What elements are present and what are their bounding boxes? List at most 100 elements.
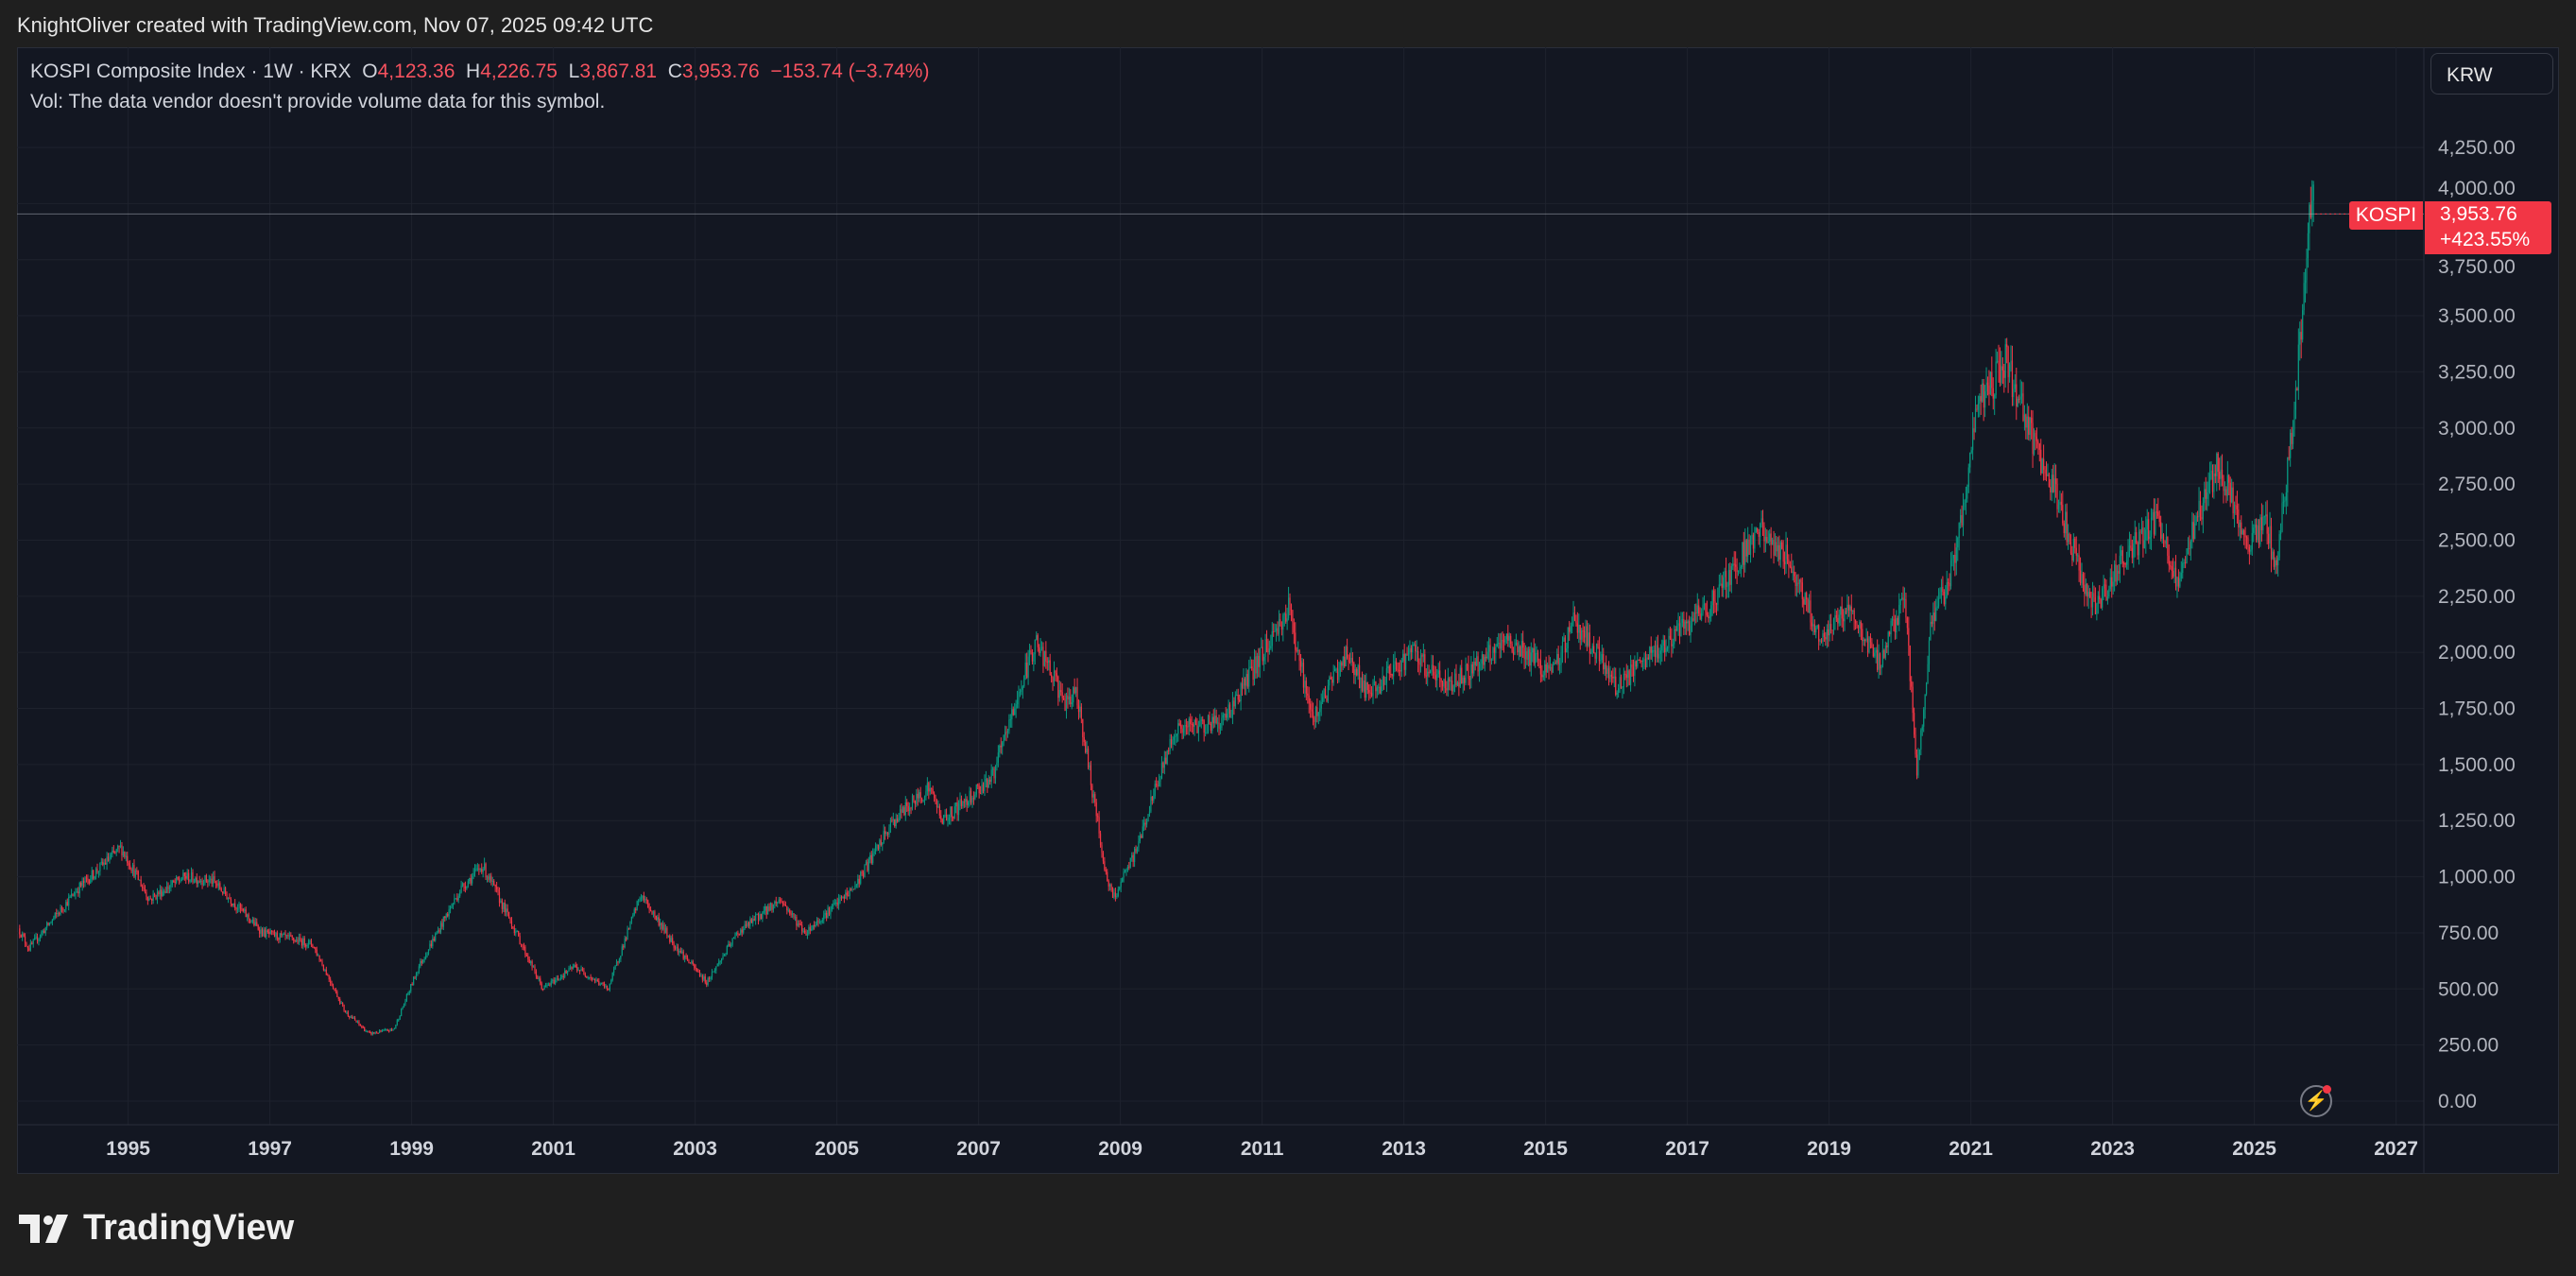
candle xyxy=(1637,660,1639,667)
candle xyxy=(1886,646,1888,647)
candle xyxy=(902,807,904,813)
candle xyxy=(1603,654,1605,670)
candle xyxy=(1992,388,1994,399)
candle xyxy=(1726,586,1728,588)
candle xyxy=(1630,664,1632,685)
candle xyxy=(914,801,916,804)
candle xyxy=(1837,617,1839,624)
candle xyxy=(686,957,689,961)
candle xyxy=(54,912,56,918)
candle xyxy=(1360,678,1362,689)
candle xyxy=(732,938,735,940)
candle xyxy=(2043,458,2045,470)
candle xyxy=(783,904,785,905)
candle xyxy=(305,944,307,947)
candle xyxy=(386,1029,388,1031)
candle xyxy=(1006,731,1009,733)
candle xyxy=(2134,532,2136,544)
candle xyxy=(1068,697,1070,699)
candle xyxy=(51,919,54,923)
candle xyxy=(159,889,161,895)
candle xyxy=(1967,467,1969,488)
candle xyxy=(1125,870,1127,871)
candle xyxy=(1936,606,1938,609)
candle xyxy=(484,863,486,870)
lightning-icon[interactable]: ⚡ xyxy=(2300,1085,2332,1117)
candle xyxy=(1052,677,1054,682)
candle xyxy=(720,958,723,961)
candle xyxy=(1283,613,1285,615)
candle xyxy=(1196,724,1198,733)
candle xyxy=(512,926,514,929)
candle xyxy=(1918,749,1920,755)
candle xyxy=(1698,605,1700,614)
y-tick-label: 1,000.00 xyxy=(2438,867,2516,888)
candle xyxy=(335,990,337,991)
candle xyxy=(1949,582,1950,587)
candle xyxy=(921,798,923,802)
candle xyxy=(784,904,786,906)
candle xyxy=(1369,692,1371,694)
candle xyxy=(324,970,326,972)
candle xyxy=(827,907,829,918)
candle xyxy=(2190,541,2191,549)
candle xyxy=(1428,671,1430,674)
candle xyxy=(569,967,572,969)
candle xyxy=(1948,582,1949,584)
candle xyxy=(1533,647,1535,664)
candle xyxy=(1089,765,1091,768)
candle xyxy=(392,1029,394,1031)
candle xyxy=(1893,618,1895,620)
candle xyxy=(590,976,592,979)
candle xyxy=(1264,639,1266,657)
candle xyxy=(707,977,709,985)
candle xyxy=(2187,547,2190,549)
candle xyxy=(854,886,856,889)
candle xyxy=(803,931,806,933)
candle xyxy=(2253,527,2255,533)
candle xyxy=(456,898,458,901)
symbol-title[interactable]: KOSPI Composite Index · 1W · KRX xyxy=(30,60,352,82)
candle xyxy=(106,856,108,865)
candle xyxy=(2236,505,2239,509)
candle xyxy=(1319,708,1321,713)
candle xyxy=(425,956,427,959)
candle xyxy=(1157,785,1159,786)
candle xyxy=(689,962,692,964)
candle xyxy=(674,947,677,949)
candle xyxy=(1105,870,1107,872)
open-label: O xyxy=(362,60,378,82)
candle xyxy=(2099,595,2101,600)
candle xyxy=(903,807,905,816)
candle xyxy=(2123,562,2125,564)
candle xyxy=(2019,396,2021,400)
candle xyxy=(182,872,184,880)
candle xyxy=(63,909,65,911)
candle xyxy=(916,793,918,804)
candle xyxy=(165,886,168,893)
candle xyxy=(1914,713,1915,735)
candle xyxy=(537,975,539,979)
candle xyxy=(125,855,127,857)
candle xyxy=(1671,638,1673,647)
candle xyxy=(2128,545,2131,551)
candle xyxy=(1348,662,1351,664)
price-chart[interactable]: 0.00250.00500.00750.001,000.001,250.001,… xyxy=(17,47,2559,1174)
candle xyxy=(1064,698,1066,712)
candle xyxy=(297,939,299,943)
candle xyxy=(1027,656,1029,678)
candle xyxy=(2091,593,2094,608)
currency-button[interactable]: KRW xyxy=(2430,53,2553,95)
candle xyxy=(2031,417,2033,423)
x-tick-label: 2003 xyxy=(673,1138,717,1160)
x-tick-label: 2017 xyxy=(1665,1138,1709,1160)
candle xyxy=(259,929,261,934)
candle xyxy=(31,942,33,944)
candle xyxy=(658,917,660,926)
candle xyxy=(1883,649,1885,658)
candle xyxy=(864,865,866,877)
candle xyxy=(1483,654,1485,665)
candle xyxy=(2100,599,2102,608)
candle xyxy=(2179,578,2181,587)
tradingview-logo[interactable]: TradingView xyxy=(19,1208,294,1249)
